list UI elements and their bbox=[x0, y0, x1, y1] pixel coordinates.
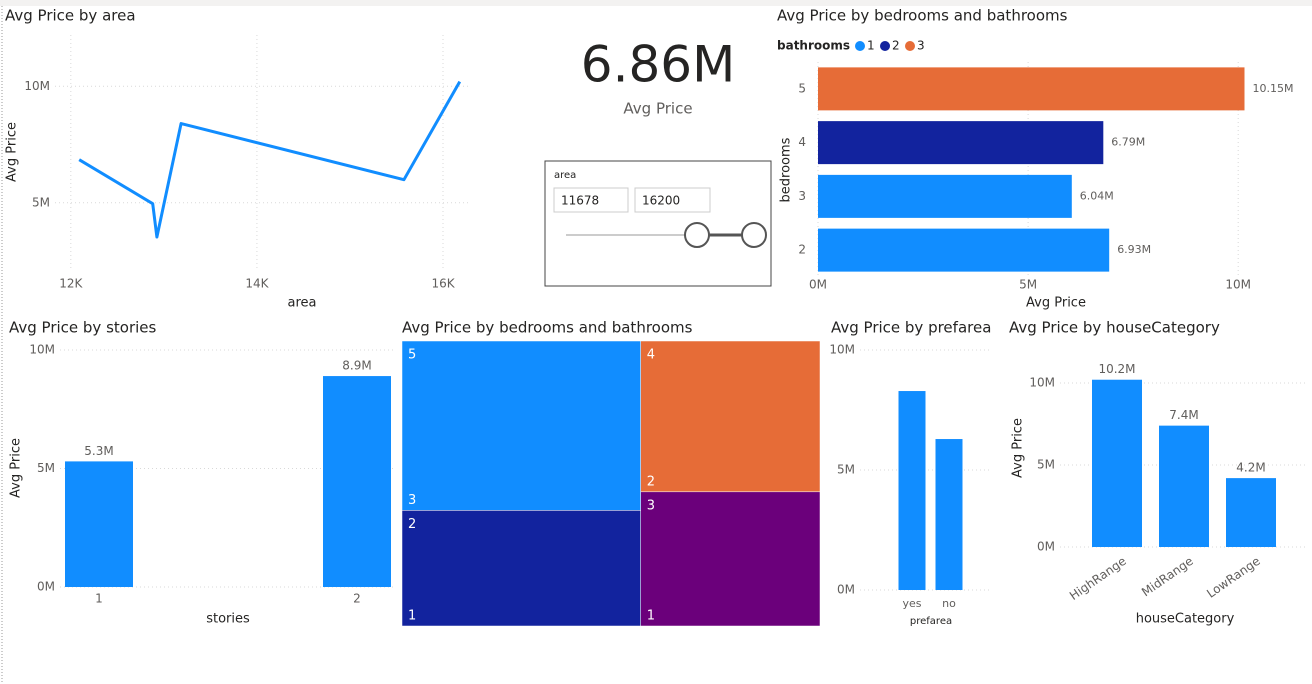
x-tick-label: HighRange bbox=[1067, 554, 1129, 603]
top-strip bbox=[0, 0, 1312, 6]
y-tick-label: 5M bbox=[32, 195, 50, 209]
slicer-title: area bbox=[554, 170, 576, 181]
legend-label: 2 bbox=[892, 39, 900, 53]
slider-handle[interactable] bbox=[741, 222, 767, 248]
x-tick-label: 14K bbox=[245, 277, 269, 291]
x-tick-label: no bbox=[942, 597, 956, 610]
bar bbox=[898, 391, 926, 590]
y-tick-label: 5M bbox=[37, 461, 55, 475]
data-label: 10.2M bbox=[1098, 362, 1135, 376]
tile-group-label: 2 bbox=[408, 517, 416, 532]
x-tick-label: LowRange bbox=[1204, 554, 1263, 601]
y-tick-label: 10M bbox=[24, 79, 50, 93]
data-label: 8.9M bbox=[342, 359, 371, 373]
x-tick-label: MidRange bbox=[1139, 554, 1196, 600]
x-axis-title: Avg Price bbox=[1026, 296, 1086, 311]
tile-group-label: 3 bbox=[647, 498, 655, 513]
tile-group-label: 4 bbox=[647, 348, 655, 363]
y-tick-label: 10M bbox=[29, 343, 55, 357]
x-axis-title: prefarea bbox=[910, 616, 952, 627]
data-label: 6.79M bbox=[1111, 136, 1145, 149]
bar bbox=[323, 376, 391, 587]
y-tick-label: 0M bbox=[1037, 540, 1055, 554]
chart-title: Avg Price by area bbox=[5, 7, 136, 25]
data-label: 7.4M bbox=[1169, 408, 1198, 422]
legend-marker bbox=[855, 41, 865, 51]
x-tick-label: 5M bbox=[1019, 278, 1037, 292]
treemap-tile bbox=[640, 491, 821, 627]
y-tick-label: 5 bbox=[798, 81, 806, 95]
line bbox=[78, 80, 462, 239]
legend-label: 3 bbox=[917, 39, 925, 53]
y-tick-label: 4 bbox=[798, 135, 806, 149]
tile-detail-label: 2 bbox=[647, 474, 655, 489]
legend-label: 1 bbox=[867, 39, 875, 53]
x-axis-title: area bbox=[288, 296, 317, 311]
x-tick-label: 2 bbox=[353, 592, 361, 606]
x-tick-label: 12K bbox=[59, 277, 83, 291]
bar bbox=[818, 228, 1110, 272]
y-axis-title: Avg Price bbox=[9, 438, 24, 498]
y-tick-label: 3 bbox=[798, 189, 806, 203]
treemap-tile bbox=[401, 340, 641, 511]
slicer-min[interactable]: 11678 bbox=[561, 194, 599, 208]
y-tick-label: 0M bbox=[37, 580, 55, 594]
x-tick-label: yes bbox=[902, 597, 921, 610]
data-label: 10.15M bbox=[1252, 82, 1293, 95]
chart-title: Avg Price by bedrooms and bathrooms bbox=[777, 7, 1068, 25]
y-tick-label: 10M bbox=[1029, 376, 1055, 390]
bar bbox=[1092, 379, 1142, 547]
bar bbox=[1226, 478, 1276, 547]
data-label: 5.3M bbox=[84, 444, 113, 458]
y-axis-title: bedrooms bbox=[779, 137, 794, 202]
chart-title: Avg Price by stories bbox=[9, 319, 157, 337]
y-tick-label: 5M bbox=[837, 463, 855, 477]
y-tick-label: 10M bbox=[829, 343, 855, 357]
card-label: Avg Price bbox=[623, 100, 692, 118]
bar bbox=[65, 461, 133, 587]
slicer-min-box[interactable] bbox=[553, 187, 629, 213]
legend-marker bbox=[905, 41, 915, 51]
bar bbox=[935, 439, 963, 590]
y-tick-label: 5M bbox=[1037, 458, 1055, 472]
x-axis-title: houseCategory bbox=[1136, 612, 1235, 627]
treemap-tile bbox=[401, 510, 641, 627]
x-tick-label: 0M bbox=[809, 278, 827, 292]
legend-title: bathrooms bbox=[777, 39, 850, 53]
slider-handle[interactable] bbox=[684, 222, 710, 248]
card-value: 6.86M bbox=[581, 36, 735, 94]
chart-title: Avg Price by houseCategory bbox=[1009, 319, 1220, 337]
tile-detail-label: 1 bbox=[647, 609, 655, 624]
data-label: 6.93M bbox=[1117, 243, 1151, 256]
x-tick-label: 1 bbox=[95, 592, 103, 606]
tile-detail-label: 3 bbox=[408, 493, 416, 508]
bar bbox=[818, 121, 1104, 165]
y-tick-label: 0M bbox=[837, 583, 855, 597]
data-label: 6.04M bbox=[1080, 189, 1114, 202]
bar bbox=[818, 67, 1245, 111]
slicer-max-box[interactable] bbox=[634, 187, 711, 213]
y-axis-title: Avg Price bbox=[1011, 418, 1026, 478]
slicer bbox=[544, 160, 772, 287]
tile-group-label: 5 bbox=[408, 348, 416, 363]
treemap-tile bbox=[640, 340, 821, 493]
bar bbox=[1159, 425, 1209, 547]
x-axis-title: stories bbox=[206, 612, 250, 627]
chart-title: Avg Price by bedrooms and bathrooms bbox=[402, 319, 693, 337]
chart-title: Avg Price by prefarea bbox=[831, 319, 991, 337]
bar bbox=[818, 174, 1072, 218]
y-tick-label: 2 bbox=[798, 243, 806, 257]
y-axis-title: Avg Price bbox=[5, 122, 20, 182]
slicer-max[interactable]: 16200 bbox=[642, 194, 680, 208]
x-tick-label: 10M bbox=[1225, 278, 1251, 292]
tile-detail-label: 1 bbox=[408, 609, 416, 624]
legend-marker bbox=[880, 41, 890, 51]
data-label: 4.2M bbox=[1236, 461, 1265, 475]
x-tick-label: 16K bbox=[431, 277, 455, 291]
